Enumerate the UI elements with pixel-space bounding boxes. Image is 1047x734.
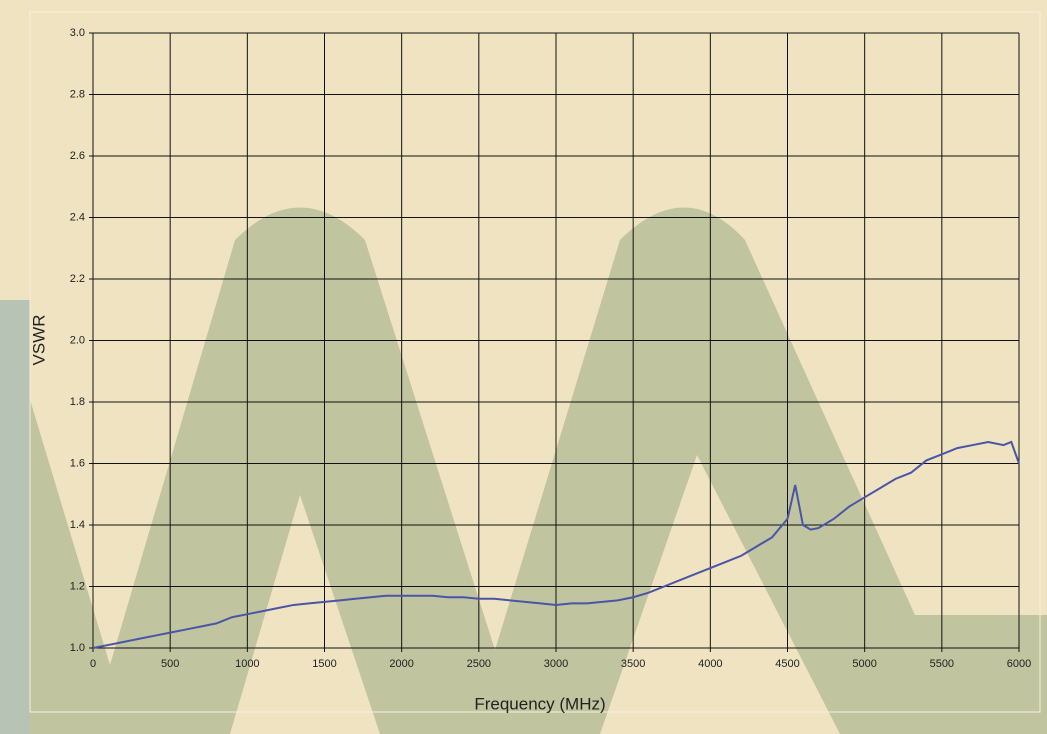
y-tick-label: 2.6	[70, 150, 85, 162]
x-tick-label: 2500	[467, 658, 491, 670]
y-tick-label: 2.8	[70, 88, 85, 100]
y-tick-label: 1.2	[70, 580, 85, 592]
watermark-strip	[0, 300, 30, 734]
x-tick-label: 6000	[1007, 658, 1031, 670]
x-tick-label: 3000	[544, 658, 568, 670]
x-tick-label: 3500	[621, 658, 645, 670]
chart-border	[29, 11, 1041, 713]
y-tick-label: 2.2	[70, 273, 85, 285]
x-tick-label: 2000	[389, 658, 413, 670]
x-tick-label: 1000	[235, 658, 259, 670]
y-tick-label: 1.4	[70, 519, 85, 531]
watermark	[0, 207, 1047, 734]
x-tick-label: 0	[90, 658, 96, 670]
y-tick-label: 2.4	[70, 211, 85, 223]
x-tick-label: 500	[161, 658, 179, 670]
x-tick-label: 1500	[312, 658, 336, 670]
y-tick-label: 3.0	[70, 27, 85, 39]
y-axis-label: VSWR	[29, 315, 48, 366]
y-tick-label: 1.0	[70, 642, 85, 654]
x-axis-label: Frequency (MHz)	[474, 694, 605, 713]
y-tick-label: 1.8	[70, 396, 85, 408]
x-tick-label: 4000	[698, 658, 722, 670]
x-tick-label: 5500	[930, 658, 954, 670]
y-tick-label: 1.6	[70, 457, 85, 469]
x-tick-label: 5000	[852, 658, 876, 670]
x-tick-label: 4500	[775, 658, 799, 670]
data-line	[92, 440, 1020, 649]
y-tick-label: 2.0	[70, 334, 85, 346]
